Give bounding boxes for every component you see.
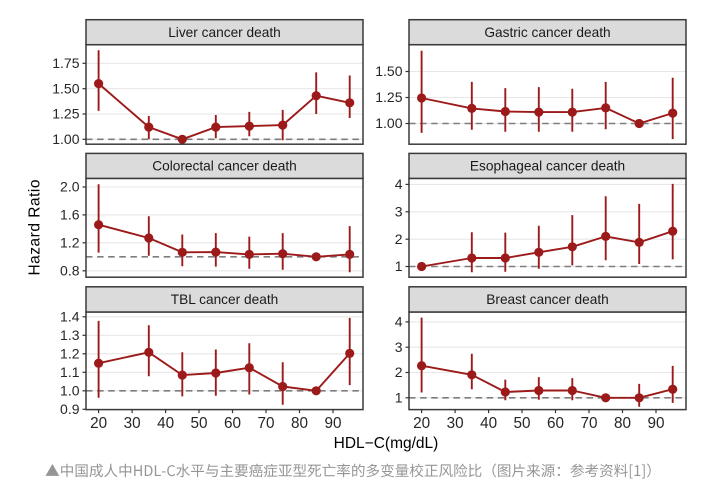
svg-text:1.0: 1.0 [60,383,80,399]
svg-text:40: 40 [157,415,174,432]
svg-text:1.2: 1.2 [60,235,80,251]
svg-text:1.75: 1.75 [52,55,79,71]
svg-text:1: 1 [395,258,403,274]
svg-text:60: 60 [224,415,241,432]
svg-text:1.50: 1.50 [375,63,402,79]
svg-text:Breast cancer death: Breast cancer death [486,292,609,307]
svg-text:0.9: 0.9 [60,401,80,417]
svg-text:90: 90 [647,415,664,432]
svg-text:1.25: 1.25 [375,89,402,105]
svg-text:20: 20 [413,415,430,432]
svg-text:2: 2 [395,231,403,247]
svg-text:1.00: 1.00 [375,115,402,131]
svg-text:1.4: 1.4 [60,309,80,325]
svg-text:Colorectal cancer death: Colorectal cancer death [152,159,297,174]
svg-text:0.8: 0.8 [60,263,80,279]
svg-text:Hazard Ratio: Hazard Ratio [26,179,43,275]
svg-text:1.25: 1.25 [52,106,79,122]
svg-text:Liver cancer death: Liver cancer death [168,25,281,40]
svg-text:70: 70 [580,415,597,432]
svg-text:4: 4 [395,314,403,330]
svg-text:Gastric cancer death: Gastric cancer death [484,25,610,40]
svg-text:2: 2 [395,364,403,380]
svg-text:20: 20 [90,415,107,432]
svg-text:1.1: 1.1 [60,364,80,380]
svg-text:2.0: 2.0 [60,179,80,195]
svg-text:1.3: 1.3 [60,327,80,343]
svg-text:3: 3 [395,339,403,355]
svg-text:50: 50 [513,415,530,432]
svg-text:1.2: 1.2 [60,346,80,362]
svg-text:1.00: 1.00 [52,131,79,147]
svg-text:3: 3 [395,204,403,220]
svg-text:80: 80 [291,415,308,432]
svg-text:60: 60 [547,415,564,432]
svg-text:30: 30 [124,415,141,432]
svg-text:90: 90 [324,415,341,432]
svg-text:1: 1 [395,390,403,406]
svg-text:80: 80 [614,415,631,432]
svg-text:Esophageal cancer death: Esophageal cancer death [470,159,625,174]
svg-text:40: 40 [480,415,497,432]
svg-text:70: 70 [257,415,274,432]
svg-text:HDL−C(mg/dL): HDL−C(mg/dL) [334,435,439,452]
svg-text:1.6: 1.6 [60,207,80,223]
svg-text:50: 50 [190,415,207,432]
svg-text:30: 30 [447,415,464,432]
svg-text:4: 4 [395,176,403,192]
svg-text:1.50: 1.50 [52,80,79,96]
svg-text:TBL cancer death: TBL cancer death [171,292,279,307]
